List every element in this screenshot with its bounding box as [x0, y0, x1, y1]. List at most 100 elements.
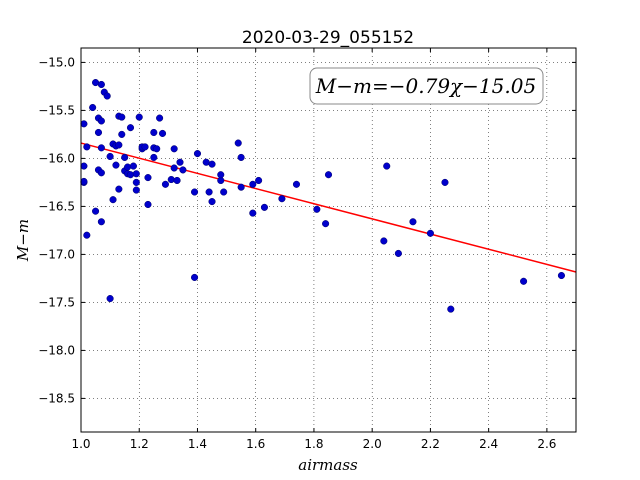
y-tick-label: −16.5: [38, 199, 75, 213]
data-point: [144, 200, 152, 209]
data-point: [97, 218, 105, 226]
data-point: [144, 174, 152, 182]
data-point: [118, 130, 126, 138]
data-point: [173, 176, 181, 185]
x-tick-label: 1.8: [304, 437, 323, 451]
data-point: [97, 144, 105, 152]
data-point: [132, 178, 140, 186]
x-tick-label: 1.2: [130, 437, 149, 451]
x-tick-label: 1.4: [188, 437, 207, 451]
data-point: [103, 92, 111, 100]
data-point: [278, 195, 286, 203]
data-point: [80, 162, 88, 170]
data-point: [255, 176, 263, 185]
x-axis-label: airmass: [298, 456, 358, 474]
data-point: [176, 158, 184, 166]
data-point: [170, 145, 178, 153]
y-tick-label: −17.0: [38, 247, 75, 261]
data-point: [220, 188, 228, 196]
fit-line-layer: [80, 142, 577, 273]
plot-frame: [80, 47, 577, 433]
data-points: [80, 79, 565, 313]
y-tick-label: −15.0: [38, 55, 75, 69]
data-point: [520, 277, 528, 285]
fit-line: [80, 142, 577, 273]
data-point: [132, 170, 140, 178]
data-point: [179, 166, 187, 174]
y-tick-label: −16.0: [38, 151, 75, 165]
x-tick-label: 1.0: [71, 437, 90, 451]
data-point: [292, 180, 301, 188]
data-point: [97, 169, 105, 177]
data-point: [156, 114, 164, 122]
data-point: [118, 113, 126, 121]
data-point: [249, 180, 257, 188]
y-tick-label: −17.5: [38, 295, 75, 309]
data-point: [205, 188, 213, 196]
data-point: [167, 175, 175, 184]
data-point: [426, 229, 434, 237]
data-point: [193, 150, 202, 158]
data-point: [121, 153, 129, 161]
x-tick-label: 1.6: [246, 437, 265, 451]
equation-box: [309, 67, 544, 105]
data-point: [324, 171, 333, 179]
data-point: [158, 129, 167, 137]
y-tick-label: −15.5: [38, 103, 75, 117]
data-point: [191, 188, 199, 196]
data-point: [313, 205, 321, 213]
plot-area: [81, 48, 576, 432]
data-point: [97, 117, 105, 125]
data-point: [83, 143, 91, 151]
data-point: [394, 249, 402, 257]
data-point: [441, 178, 449, 186]
data-point: [109, 196, 117, 204]
data-point: [141, 143, 149, 151]
data-point: [557, 271, 565, 280]
data-point: [237, 183, 245, 191]
y-tick-label: −18.0: [38, 343, 75, 357]
data-point: [80, 177, 88, 185]
equation-annotation: M−m=−0.79χ−15.05: [309, 67, 544, 105]
data-point: [126, 124, 135, 132]
data-point: [217, 171, 225, 179]
x-tick-label: 2.0: [363, 437, 382, 451]
data-point: [150, 128, 158, 137]
data-point: [115, 185, 123, 193]
data-point: [447, 305, 455, 313]
data-point: [191, 273, 199, 281]
axis-ticks: 1.0 1.2 1.4 1.6 1.8 2.0 2.2 2.4 2.6 −15.0 −15.5 −16…: [38, 48, 576, 451]
data-point: [135, 113, 143, 121]
data-point: [129, 162, 137, 170]
data-point: [132, 186, 140, 194]
data-point: [322, 220, 330, 228]
data-point: [208, 198, 216, 206]
data-point: [97, 80, 105, 89]
grid: [80, 48, 576, 432]
data-point: [124, 163, 132, 171]
x-tick-label: 2.6: [537, 437, 556, 451]
data-point: [83, 231, 91, 239]
data-point: [106, 295, 114, 303]
data-point: [153, 145, 161, 153]
data-point: [115, 141, 123, 149]
y-tick-label: −18.5: [38, 391, 75, 405]
data-point: [94, 128, 103, 137]
data-point: [237, 153, 245, 161]
data-point: [126, 171, 135, 179]
chart-title: 2020-03-29_055152: [242, 28, 414, 48]
data-point: [208, 160, 216, 168]
data-point: [249, 209, 257, 217]
data-point: [80, 120, 88, 128]
data-point: [380, 237, 388, 245]
equation-text: M−m=−0.79χ−15.05: [315, 74, 536, 98]
data-point: [112, 161, 120, 169]
data-point: [89, 103, 97, 112]
y-axis-label: M−m: [14, 219, 32, 262]
data-point: [234, 139, 242, 147]
x-tick-label: 2.2: [421, 437, 440, 451]
data-point: [260, 203, 268, 211]
data-point: [170, 164, 178, 172]
data-point: [92, 207, 100, 215]
data-point: [161, 180, 169, 188]
